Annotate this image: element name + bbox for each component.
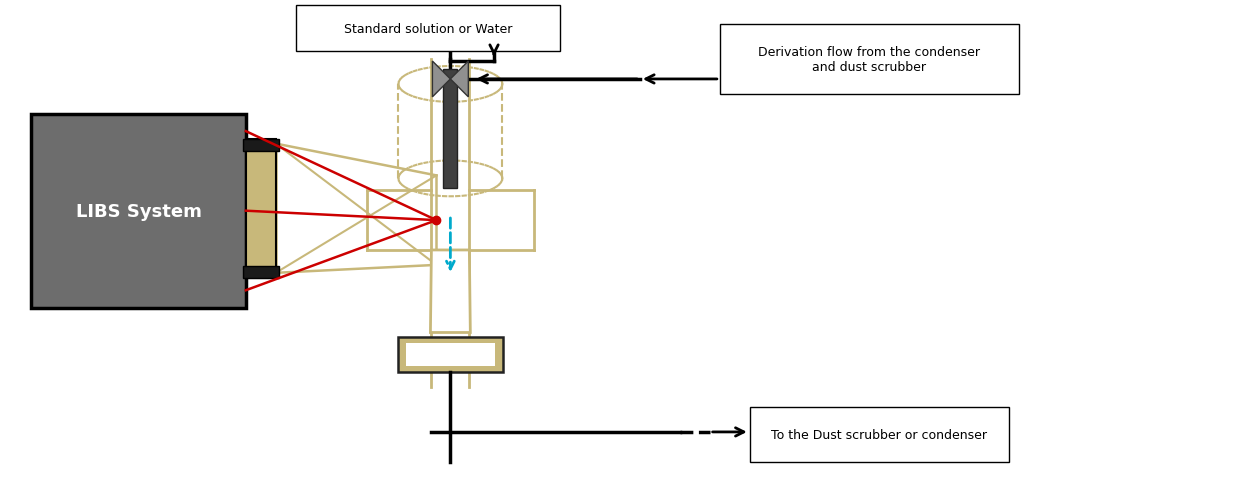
Polygon shape (433, 62, 450, 98)
Polygon shape (450, 62, 469, 98)
FancyBboxPatch shape (720, 25, 1020, 95)
FancyBboxPatch shape (398, 338, 503, 372)
FancyBboxPatch shape (407, 344, 496, 366)
Text: Derivation flow from the condenser
and dust scrubber: Derivation flow from the condenser and d… (758, 46, 980, 74)
FancyBboxPatch shape (750, 407, 1009, 462)
Text: Standard solution or Water: Standard solution or Water (344, 22, 512, 36)
FancyBboxPatch shape (245, 139, 276, 278)
FancyBboxPatch shape (31, 115, 245, 308)
Text: LIBS System: LIBS System (75, 202, 201, 220)
Text: To the Dust scrubber or condenser: To the Dust scrubber or condenser (772, 428, 988, 441)
Polygon shape (430, 250, 470, 333)
FancyBboxPatch shape (243, 266, 279, 278)
FancyBboxPatch shape (296, 6, 560, 52)
FancyBboxPatch shape (444, 70, 457, 189)
FancyBboxPatch shape (243, 139, 279, 151)
